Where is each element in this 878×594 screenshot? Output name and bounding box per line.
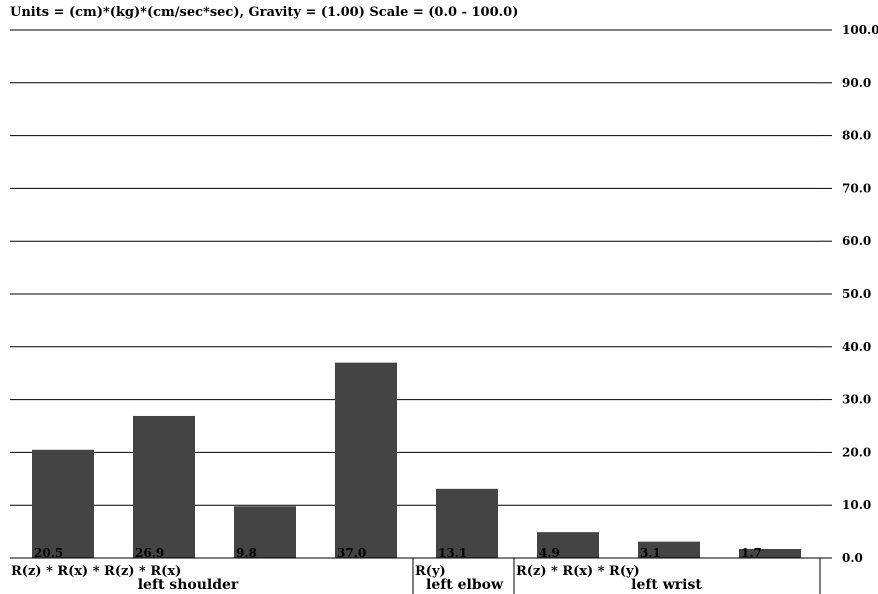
tick-label: 0.0	[842, 551, 863, 565]
bar-value-label: 1.7	[741, 546, 762, 560]
tick-label: 70.0	[842, 181, 871, 195]
bar-value-label: 3.1	[640, 546, 661, 560]
bar	[133, 415, 195, 558]
bar	[234, 506, 296, 558]
bar-value-label: 9.8	[236, 546, 257, 560]
y-axis-ticks: 0.0 10.0 20.0 30.0 40.0 50.0 60.0 70.0 80.0 90.0 1…	[818, 23, 878, 565]
group-name-label: left shoulder	[138, 577, 239, 593]
tick-label: 50.0	[842, 287, 871, 301]
tick-label: 100.0	[842, 23, 878, 37]
tick-label: 40.0	[842, 340, 871, 354]
bar	[638, 541, 700, 558]
tick-label: 20.0	[842, 445, 871, 459]
bar-value-label: 13.1	[438, 546, 467, 560]
tick-label: 60.0	[842, 234, 871, 248]
group-rotation-label: R(y)	[415, 564, 446, 579]
bar-value-label: 4.9	[539, 546, 560, 560]
chart-title: Units = (cm)*(kg)*(cm/sec*sec), Gravity …	[10, 5, 519, 20]
bar-value-label: 26.9	[135, 546, 164, 560]
bar-value-label: 37.0	[337, 546, 366, 560]
group-rotation-label: R(z) * R(x) * R(y)	[516, 564, 640, 579]
tick-label: 10.0	[842, 498, 871, 512]
group-labels: R(z) * R(x) * R(z) * R(x)left shoulder R(…	[10, 557, 821, 594]
group-rotation-label: R(z) * R(x) * R(z) * R(x)	[11, 564, 181, 579]
bar-value-label: 20.5	[34, 546, 63, 560]
bar	[537, 532, 599, 558]
bar	[436, 488, 498, 558]
grid-lines	[10, 29, 818, 559]
tick-label: 30.0	[842, 393, 871, 407]
bar	[32, 449, 94, 558]
bar	[335, 362, 397, 558]
tick-label: 90.0	[842, 76, 871, 90]
group-name-label: left elbow	[426, 577, 504, 593]
bars: 20.5 26.9 9.8 37.0 13.1 4.9 3.1 1.7	[32, 362, 801, 560]
bar	[739, 549, 801, 558]
group-name-label: left wrist	[631, 577, 702, 593]
tick-label: 80.0	[842, 129, 871, 143]
